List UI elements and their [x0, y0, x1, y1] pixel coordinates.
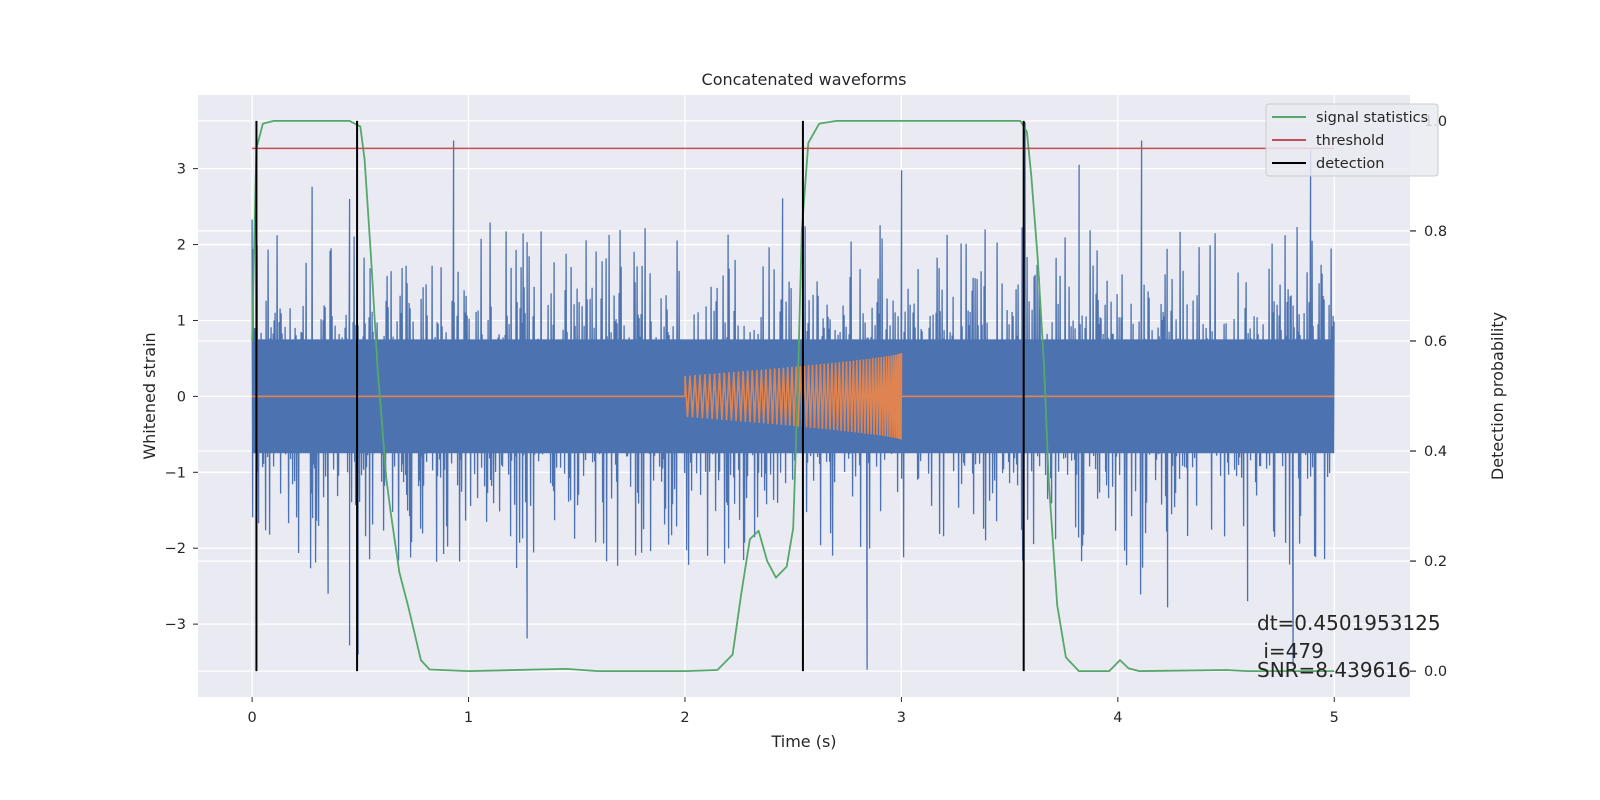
x-tick-label: 2: [680, 710, 689, 726]
y-tick-label: 0: [177, 389, 186, 405]
series-detection: [255, 120, 1025, 672]
x-tick-label: 1: [464, 710, 473, 726]
template-chirp: [684, 353, 903, 440]
legend-box: [1265, 103, 1439, 177]
y2-tick-label: 0.8: [1424, 224, 1447, 240]
chart-title: Concatenated waveforms: [702, 70, 907, 89]
signal-statistics-line: [251, 120, 1335, 672]
y-axis-label: Whitened strain: [140, 332, 159, 459]
annotation-snr: SNR=8.439616: [1257, 658, 1411, 682]
legend-label-threshold: threshold: [1316, 133, 1384, 149]
x-tick-label: 5: [1330, 710, 1339, 726]
y2-tick-label: 0.6: [1424, 334, 1447, 350]
legend-label-signal-statistics: signal statistics: [1316, 110, 1428, 126]
y2-tick-label: 0.2: [1424, 554, 1447, 570]
y-tick-label: −3: [165, 617, 186, 633]
y-tick-label: −1: [165, 465, 186, 481]
annotation-dt: dt=0.4501953125: [1257, 611, 1441, 635]
series-template-chirp: [252, 353, 1335, 440]
series-whitened-strain: [251, 122, 1335, 670]
y-tick-label: 3: [177, 162, 186, 178]
annotation-index: i=479: [1257, 639, 1324, 663]
x-axis-label: Time (s): [770, 732, 836, 751]
legend: signal statistics threshold detection: [1265, 103, 1439, 177]
strain-line: [251, 122, 1335, 670]
x-tick-label: 4: [1113, 710, 1122, 726]
x-tick-label: 3: [897, 710, 906, 726]
x-tick-label: 0: [247, 710, 256, 726]
y-tick-label: 1: [177, 313, 186, 329]
series-signal-statistics: [251, 120, 1335, 672]
y-tick-label: −2: [165, 541, 186, 557]
y-tick-label: 2: [177, 238, 186, 254]
y2-tick-label: 0.0: [1424, 664, 1447, 680]
legend-label-detection: detection: [1316, 156, 1384, 172]
plot-content: [251, 120, 1335, 672]
y2-axis-label: Detection probability: [1488, 312, 1507, 480]
y2-tick-label: 0.4: [1424, 444, 1447, 460]
